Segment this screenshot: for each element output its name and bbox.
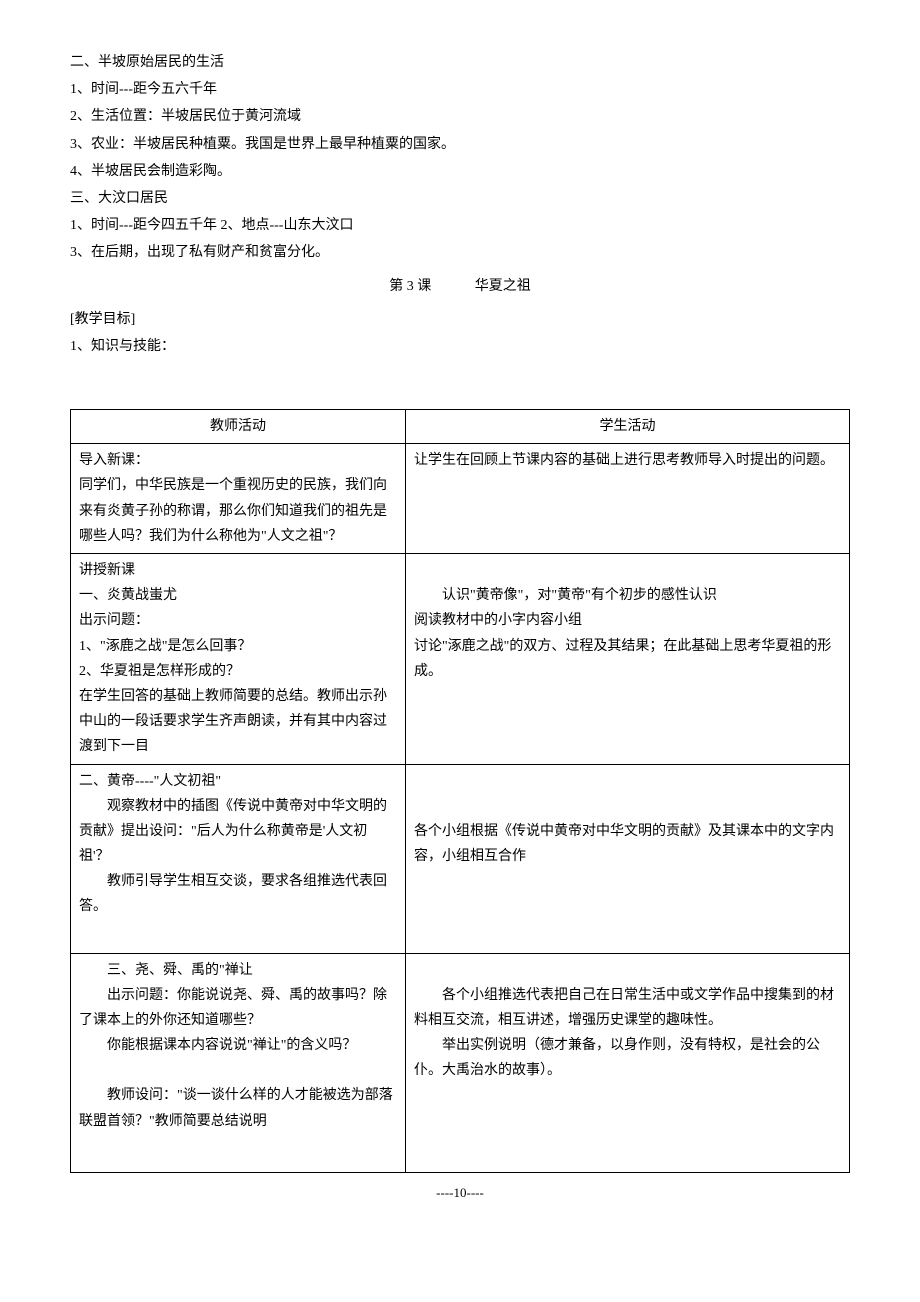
- cell-text: 各个小组推选代表把自己在日常生活中或文学作品中搜集到的材料相互交流，相互讲述，增…: [414, 983, 841, 1033]
- cell-text: [79, 1058, 397, 1083]
- cell-text: 同学们，中华民族是一个重视历史的民族，我们向来有炎黄子孙的称谓，那么你们知道我们…: [79, 473, 397, 549]
- cell-text: 出示问题：: [79, 608, 397, 633]
- cell-text: 观察教材中的插图《传说中黄帝对中华文明的贡献》提出设问："后人为什么称黄帝是'人…: [79, 794, 397, 870]
- lesson-title-row: 第 3 课 华夏之祖: [70, 274, 850, 299]
- cell-text: 教师引导学生相互交谈，要求各组推选代表回答。: [79, 869, 397, 919]
- header-teacher: 教师活动: [71, 410, 406, 444]
- cell-text: [414, 958, 841, 983]
- cell-text: 二、黄帝----"人文初祖": [79, 769, 397, 794]
- objectives-section: [教学目标] 1、知识与技能：: [70, 307, 850, 359]
- section3-title: 三、大汶口居民: [70, 186, 850, 211]
- section2-title: 二、半坡原始居民的生活: [70, 50, 850, 75]
- cell-text: [414, 558, 841, 583]
- section2-line1: 1、时间---距今五六千年: [70, 77, 850, 102]
- page-number: ----10----: [436, 1185, 484, 1200]
- table-row: 二、黄帝----"人文初祖" 观察教材中的插图《传说中黄帝对中华文明的贡献》提出…: [71, 764, 850, 953]
- cell-text: 你能根据课本内容说说"禅让"的含义吗？: [79, 1033, 397, 1058]
- cell-text: 1、"涿鹿之战"是怎么回事？: [79, 634, 397, 659]
- cell-text: 导入新课：: [79, 448, 397, 473]
- lesson-title: 华夏之祖: [475, 274, 531, 299]
- student-cell: 认识"黄帝像"，对"黄帝"有个初步的感性认识 阅读教材中的小字内容小组 讨论"涿…: [405, 554, 849, 765]
- cell-text: 2、华夏祖是怎样形成的？: [79, 659, 397, 684]
- cell-text: 举出实例说明（德才兼备，以身作则，没有特权，是社会的公仆。大禹治水的故事）。: [414, 1033, 841, 1083]
- section2-line2: 2、生活位置：半坡居民位于黄河流域: [70, 104, 850, 129]
- activity-table: 教师活动 学生活动 导入新课： 同学们，中华民族是一个重视历史的民族，我们向来有…: [70, 409, 850, 1172]
- cell-text: 阅读教材中的小字内容小组: [414, 608, 841, 633]
- page-footer: ----10----: [70, 1181, 850, 1204]
- table-row: 三、尧、舜、禹的"禅让 出示问题：你能说说尧、舜、禹的故事吗？除了课本上的外你还…: [71, 953, 850, 1172]
- cell-text: 三、尧、舜、禹的"禅让: [79, 958, 397, 983]
- cell-text: 讲授新课: [79, 558, 397, 583]
- cell-text: [414, 794, 841, 819]
- table-header-row: 教师活动 学生活动: [71, 410, 850, 444]
- cell-text: 让学生在回顾上节课内容的基础上进行思考教师导入时提出的问题。: [414, 448, 841, 473]
- objective1: 1、知识与技能：: [70, 334, 850, 359]
- student-cell: 各个小组根据《传说中黄帝对中华文明的贡献》及其课本中的文字内容，小组相互合作: [405, 764, 849, 953]
- cell-text: 教师设问："谈一谈什么样的人才能被选为部落联盟首领？"教师简要总结说明: [79, 1083, 397, 1133]
- section3-line1: 1、时间---距今四五千年 2、地点---山东大汶口: [70, 213, 850, 238]
- teacher-cell: 导入新课： 同学们，中华民族是一个重视历史的民族，我们向来有炎黄子孙的称谓，那么…: [71, 444, 406, 554]
- cell-text: [414, 769, 841, 794]
- student-cell: 各个小组推选代表把自己在日常生活中或文学作品中搜集到的材料相互交流，相互讲述，增…: [405, 953, 849, 1172]
- section2-line4: 4、半坡居民会制造彩陶。: [70, 159, 850, 184]
- table-row: 导入新课： 同学们，中华民族是一个重视历史的民族，我们向来有炎黄子孙的称谓，那么…: [71, 444, 850, 554]
- teacher-cell: 三、尧、舜、禹的"禅让 出示问题：你能说说尧、舜、禹的故事吗？除了课本上的外你还…: [71, 953, 406, 1172]
- student-cell: 让学生在回顾上节课内容的基础上进行思考教师导入时提出的问题。: [405, 444, 849, 554]
- cell-text: 一、炎黄战蚩尤: [79, 583, 397, 608]
- cell-text: 出示问题：你能说说尧、舜、禹的故事吗？除了课本上的外你还知道哪些？: [79, 983, 397, 1033]
- objectives-label: [教学目标]: [70, 307, 850, 332]
- cell-text: 各个小组根据《传说中黄帝对中华文明的贡献》及其课本中的文字内容，小组相互合作: [414, 819, 841, 869]
- teacher-cell: 讲授新课 一、炎黄战蚩尤 出示问题： 1、"涿鹿之战"是怎么回事？ 2、华夏祖是…: [71, 554, 406, 765]
- section2-line3: 3、农业：半坡居民种植粟。我国是世界上最早种植粟的国家。: [70, 132, 850, 157]
- activity-table-container: 教师活动 学生活动 导入新课： 同学们，中华民族是一个重视历史的民族，我们向来有…: [70, 409, 850, 1172]
- cell-text: 在学生回答的基础上教师简要的总结。教师出示孙中山的一段话要求学生齐声朗读，并有其…: [79, 684, 397, 760]
- table-row: 讲授新课 一、炎黄战蚩尤 出示问题： 1、"涿鹿之战"是怎么回事？ 2、华夏祖是…: [71, 554, 850, 765]
- header-student: 学生活动: [405, 410, 849, 444]
- teacher-cell: 二、黄帝----"人文初祖" 观察教材中的插图《传说中黄帝对中华文明的贡献》提出…: [71, 764, 406, 953]
- section3-line2: 3、在后期，出现了私有财产和贫富分化。: [70, 240, 850, 265]
- lesson-number: 第 3 课: [389, 274, 431, 299]
- cell-text: 讨论"涿鹿之战"的双方、过程及其结果；在此基础上思考华夏祖的形成。: [414, 634, 841, 684]
- cell-text: 认识"黄帝像"，对"黄帝"有个初步的感性认识: [414, 583, 841, 608]
- intro-section: 二、半坡原始居民的生活 1、时间---距今五六千年 2、生活位置：半坡居民位于黄…: [70, 50, 850, 266]
